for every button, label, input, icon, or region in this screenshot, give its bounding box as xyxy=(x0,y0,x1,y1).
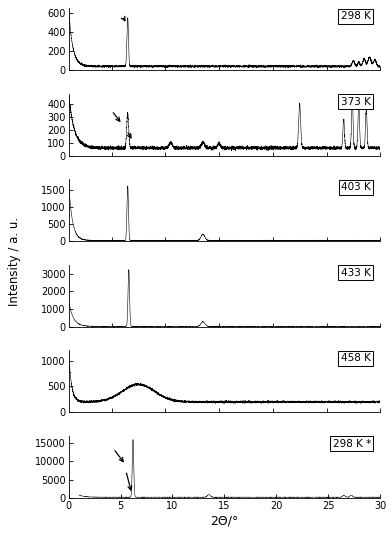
Text: Intensity / a. u.: Intensity / a. u. xyxy=(8,217,21,306)
Text: 373 K: 373 K xyxy=(341,97,371,107)
Text: 458 K: 458 K xyxy=(341,354,371,363)
X-axis label: 2Θ/°: 2Θ/° xyxy=(210,515,239,528)
Text: 403 K: 403 K xyxy=(341,182,371,193)
Text: 298 K: 298 K xyxy=(341,11,371,21)
Text: 433 K: 433 K xyxy=(341,268,371,278)
Text: 298 K *: 298 K * xyxy=(333,439,371,449)
